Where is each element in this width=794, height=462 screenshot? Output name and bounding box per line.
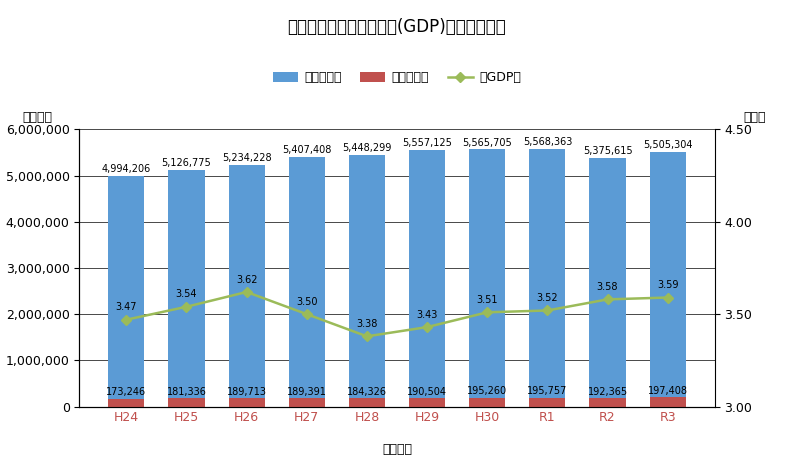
- Bar: [289, 398, 325, 407]
- Bar: [649, 152, 686, 407]
- Text: 197,408: 197,408: [648, 386, 688, 396]
- Text: 3.51: 3.51: [476, 295, 498, 305]
- Bar: [469, 149, 505, 407]
- Text: 3.43: 3.43: [416, 310, 437, 320]
- Text: 189,391: 189,391: [287, 387, 326, 397]
- 対GDP比: [422, 324, 432, 330]
- Text: 195,757: 195,757: [527, 386, 568, 396]
- Legend: 国内総生産, 研究費総額, 対GDP比: 国内総生産, 研究費総額, 対GDP比: [268, 67, 526, 89]
- 対GDP比: [663, 295, 673, 300]
- 対GDP比: [242, 289, 252, 295]
- Text: （億円）: （億円）: [22, 111, 52, 124]
- Bar: [530, 397, 565, 407]
- Text: 190,504: 190,504: [407, 387, 447, 396]
- Text: 5,126,775: 5,126,775: [162, 158, 211, 168]
- Text: 5,568,363: 5,568,363: [522, 138, 572, 147]
- Bar: [168, 398, 205, 407]
- Bar: [589, 158, 626, 407]
- Text: （％）: （％）: [743, 111, 765, 124]
- Text: 3.54: 3.54: [175, 289, 197, 299]
- Text: 5,565,705: 5,565,705: [462, 138, 512, 147]
- Bar: [589, 398, 626, 407]
- Text: 5,448,299: 5,448,299: [342, 143, 391, 153]
- 対GDP比: [121, 317, 131, 322]
- Text: 5,557,125: 5,557,125: [402, 138, 452, 148]
- Bar: [168, 170, 205, 407]
- Text: 3.58: 3.58: [597, 282, 619, 292]
- Line: 対GDP比: 対GDP比: [123, 288, 671, 340]
- Text: 5,407,408: 5,407,408: [282, 145, 331, 155]
- Bar: [409, 150, 445, 407]
- Text: 184,326: 184,326: [347, 387, 387, 397]
- Bar: [530, 149, 565, 407]
- Text: 5,375,615: 5,375,615: [583, 146, 632, 156]
- 対GDP比: [542, 308, 552, 313]
- Text: 3.52: 3.52: [537, 293, 558, 303]
- Text: 3.38: 3.38: [357, 319, 378, 329]
- Text: 189,713: 189,713: [226, 387, 267, 397]
- Text: 5,234,228: 5,234,228: [222, 153, 272, 163]
- Text: 181,336: 181,336: [167, 387, 206, 397]
- Text: 3.50: 3.50: [296, 297, 318, 307]
- Bar: [229, 165, 264, 407]
- Text: 3.62: 3.62: [236, 274, 257, 285]
- Bar: [469, 397, 505, 407]
- Bar: [108, 399, 145, 407]
- Text: 』研究費の対国内総生産(GDP)比率の推移』: 』研究費の対国内総生産(GDP)比率の推移』: [287, 18, 507, 36]
- Text: 3.59: 3.59: [657, 280, 678, 290]
- Bar: [349, 398, 385, 407]
- Bar: [409, 398, 445, 407]
- 対GDP比: [362, 334, 372, 339]
- Text: 3.47: 3.47: [116, 302, 137, 312]
- Text: 173,246: 173,246: [106, 388, 146, 397]
- Bar: [649, 397, 686, 407]
- Bar: [349, 155, 385, 407]
- Bar: [108, 176, 145, 407]
- 対GDP比: [302, 311, 311, 317]
- 対GDP比: [603, 297, 612, 302]
- 対GDP比: [483, 310, 492, 315]
- Bar: [289, 157, 325, 407]
- Text: 195,260: 195,260: [467, 386, 507, 396]
- Text: 4,994,206: 4,994,206: [102, 164, 151, 174]
- Text: （年度）: （年度）: [382, 443, 412, 456]
- Bar: [229, 398, 264, 407]
- 対GDP比: [182, 304, 191, 310]
- Text: 192,365: 192,365: [588, 387, 627, 396]
- Text: 5,505,304: 5,505,304: [643, 140, 692, 150]
